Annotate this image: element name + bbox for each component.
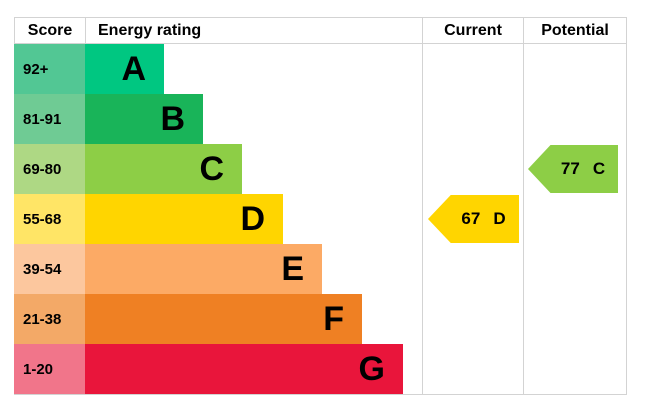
- score-range: 55-68: [14, 194, 85, 244]
- epc-table: Score Energy rating Current Potential 92…: [14, 17, 627, 395]
- band-row-d: 55-68 D: [14, 194, 627, 244]
- band-bar-d: D: [85, 194, 283, 244]
- potential-column-divider: [523, 44, 524, 394]
- current-rating-band: D: [493, 209, 506, 228]
- score-range: 81-91: [14, 94, 85, 144]
- chart-body: 92+ A 81-91 B 69-80 C 55-68 D 39-54 E 21…: [14, 44, 627, 395]
- band-bar-g: G: [85, 344, 403, 394]
- band-row-c: 69-80 C: [14, 144, 627, 194]
- current-column-divider: [422, 44, 423, 394]
- score-range: 92+: [14, 44, 85, 94]
- band-row-g: 1-20 G: [14, 344, 627, 394]
- score-range: 1-20: [14, 344, 85, 394]
- potential-column-header: Potential: [523, 18, 627, 43]
- score-range: 69-80: [14, 144, 85, 194]
- current-rating-value: 67: [461, 209, 481, 228]
- band-bar-c: C: [85, 144, 242, 194]
- band-bar-e: E: [85, 244, 322, 294]
- band-row-a: 92+ A: [14, 44, 627, 94]
- potential-rating-value: 77: [560, 159, 580, 178]
- score-column-header: Score: [14, 18, 85, 43]
- band-row-e: 39-54 E: [14, 244, 627, 294]
- band-row-b: 81-91 B: [14, 94, 627, 144]
- table-right-border: [626, 44, 627, 394]
- band-bar-b: B: [85, 94, 203, 144]
- current-column-header: Current: [422, 18, 523, 43]
- score-range: 21-38: [14, 294, 85, 344]
- band-row-f: 21-38 F: [14, 294, 627, 344]
- score-range: 39-54: [14, 244, 85, 294]
- header-row: Score Energy rating Current Potential: [14, 17, 627, 44]
- band-bar-a: A: [85, 44, 164, 94]
- potential-rating-arrow: 77 C: [528, 145, 618, 193]
- band-bar-f: F: [85, 294, 362, 344]
- potential-rating-band: C: [592, 159, 606, 178]
- energy-rating-column-header: Energy rating: [85, 18, 422, 43]
